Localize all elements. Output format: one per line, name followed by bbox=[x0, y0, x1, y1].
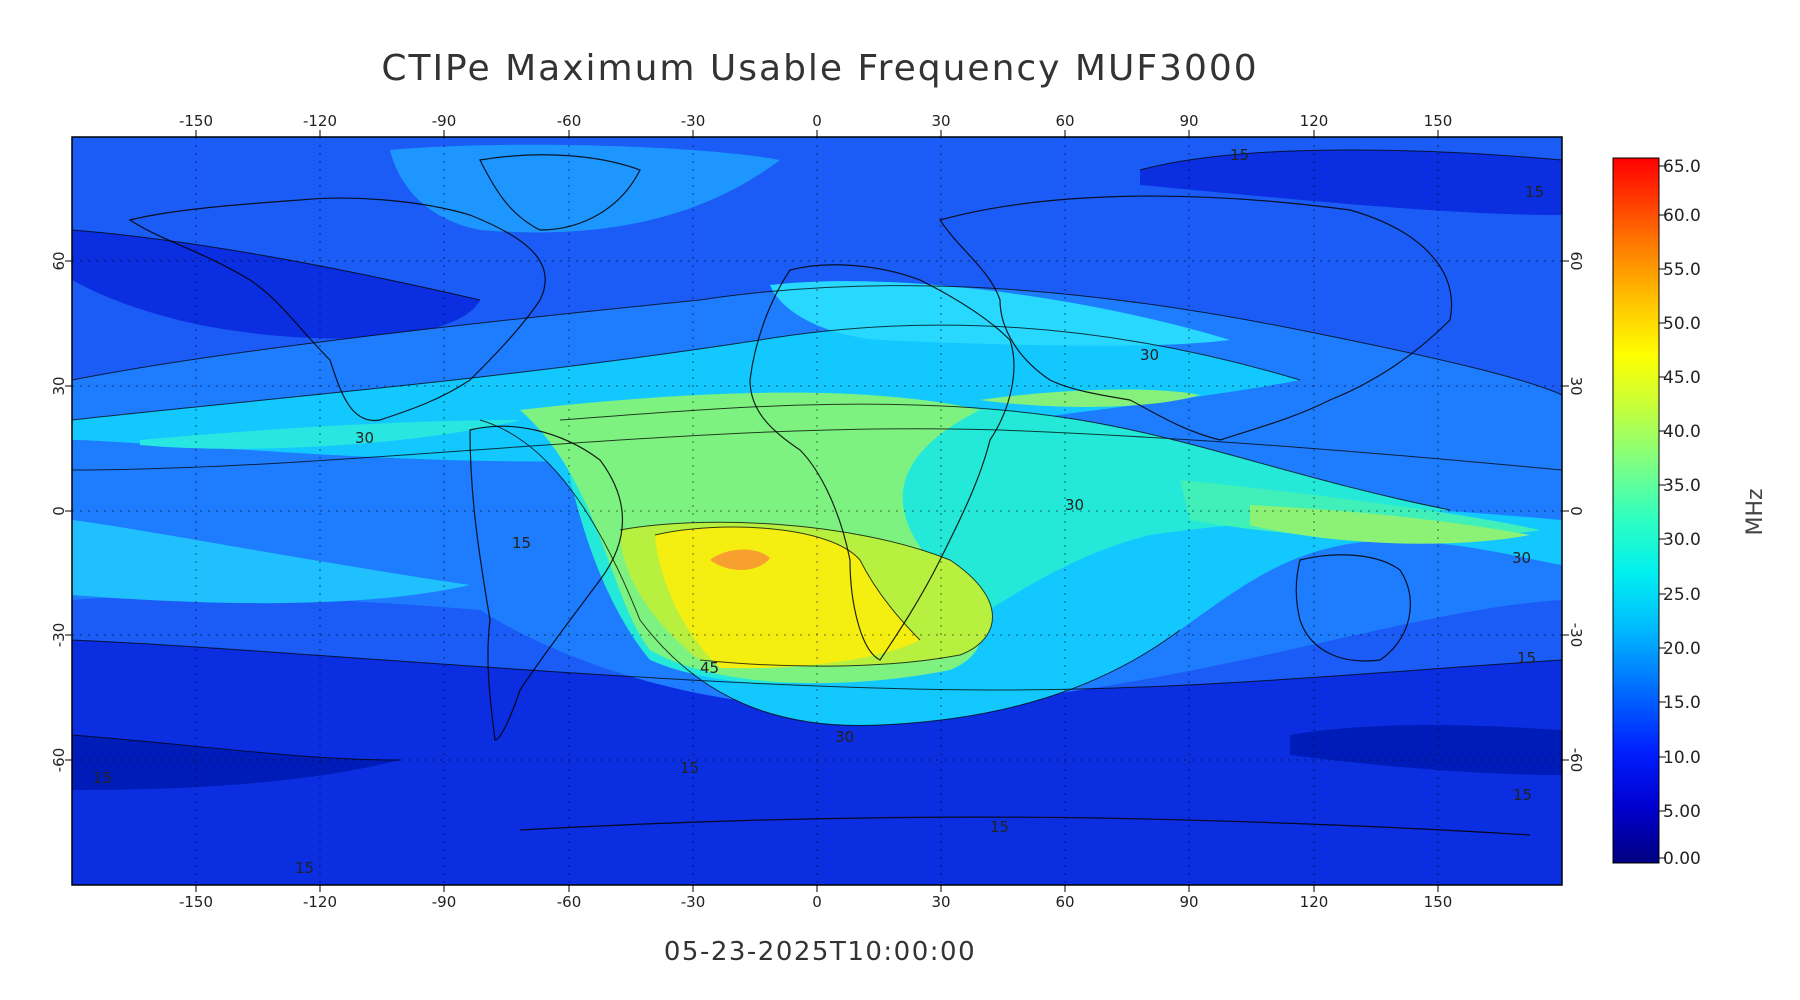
contour-green-band bbox=[1250, 505, 1530, 544]
lon-tick-labels-top: -150 -120 -90 -60 -30 0 30 60 90 120 150 bbox=[179, 112, 1452, 130]
contour-orange-peak bbox=[710, 549, 770, 570]
lon-tick-marks bbox=[195, 130, 1439, 892]
north-america-outline bbox=[128, 197, 546, 421]
greenland-outline bbox=[479, 154, 641, 231]
lon-tick-label: -90 bbox=[432, 893, 457, 911]
contour-mid-band bbox=[390, 144, 780, 233]
colorbar-ticks bbox=[1659, 165, 1666, 859]
lat-tick-label: 0 bbox=[50, 506, 68, 516]
contour-label: 30 bbox=[355, 429, 374, 447]
lon-tick-label: 60 bbox=[1055, 112, 1074, 130]
colorbar-label: 30.0 bbox=[1663, 530, 1701, 550]
contour-dark-band bbox=[72, 230, 480, 339]
contour-label: 15 bbox=[1517, 649, 1536, 667]
lon-tick-labels-bottom: -150 -120 -90 -60 -30 0 30 60 90 120 150 bbox=[179, 893, 1452, 911]
contour-label: 15 bbox=[295, 859, 314, 877]
asia-outline bbox=[939, 195, 1452, 441]
contour-label: 30 bbox=[835, 728, 854, 746]
contour-green-band bbox=[980, 389, 1200, 407]
lon-tick-label: -30 bbox=[681, 893, 706, 911]
lon-tick-label: 90 bbox=[1179, 112, 1198, 130]
contour-label: 15 bbox=[1230, 146, 1249, 164]
lon-tick-label: -30 bbox=[681, 112, 706, 130]
colorbar-label: 45.0 bbox=[1663, 368, 1701, 388]
lat-tick-marks bbox=[65, 260, 1569, 761]
lon-tick-label: 120 bbox=[1300, 893, 1329, 911]
lon-tick-label: -60 bbox=[557, 893, 582, 911]
lon-tick-label: -90 bbox=[432, 112, 457, 130]
contour-label: 15 bbox=[93, 769, 112, 787]
lon-tick-label: 60 bbox=[1055, 893, 1074, 911]
lon-tick-label: 150 bbox=[1424, 893, 1453, 911]
lon-tick-label: 90 bbox=[1179, 893, 1198, 911]
lat-tick-label: 30 bbox=[1567, 376, 1585, 395]
contour-label: 15 bbox=[1525, 183, 1544, 201]
colorbar-unit: MHz bbox=[1743, 488, 1768, 535]
contour-label: 15 bbox=[990, 818, 1009, 836]
lat-tick-label: -30 bbox=[50, 623, 68, 648]
lon-tick-label: 0 bbox=[812, 893, 822, 911]
contour-teal-band bbox=[140, 420, 520, 449]
colorbar-label: 35.0 bbox=[1663, 476, 1701, 496]
colorbar-label: 55.0 bbox=[1663, 260, 1701, 280]
contour-label: 45 bbox=[700, 659, 719, 677]
coastlines bbox=[128, 154, 1531, 836]
lon-tick-label: -150 bbox=[179, 893, 213, 911]
lon-tick-label: 150 bbox=[1424, 112, 1453, 130]
lat-tick-labels-left: 60 30 0 -30 -60 bbox=[50, 251, 68, 772]
lat-tick-label: -30 bbox=[1567, 623, 1585, 648]
contour-cyan-band bbox=[770, 281, 1230, 346]
contour-label: 30 bbox=[1065, 496, 1084, 514]
lat-tick-label: 0 bbox=[1567, 506, 1585, 516]
colorbar-label: 65.0 bbox=[1663, 157, 1701, 177]
lon-tick-label: -120 bbox=[303, 112, 337, 130]
lon-tick-label: 30 bbox=[931, 112, 950, 130]
south-america-outline bbox=[469, 425, 624, 741]
contour-dark-band bbox=[72, 735, 400, 790]
colorbar-label: 40.0 bbox=[1663, 422, 1701, 442]
contour-dark-band bbox=[1290, 725, 1562, 775]
colorbar-label: 25.0 bbox=[1663, 585, 1701, 605]
colorbar: 65.0 60.0 55.0 50.0 45.0 40.0 35.0 30.0 … bbox=[1612, 157, 1768, 869]
europe-africa-outline bbox=[749, 264, 1015, 661]
contour-cyan-band bbox=[72, 520, 470, 604]
colorbar-label: 10.0 bbox=[1663, 748, 1701, 768]
antarctica-outline bbox=[519, 816, 1531, 836]
contour-labels: 15 15 30 30 30 15 45 30 15 15 15 30 15 1… bbox=[93, 146, 1544, 877]
lat-tick-label: -60 bbox=[50, 748, 68, 773]
colorbar-label: 15.0 bbox=[1663, 693, 1701, 713]
lon-tick-label: -60 bbox=[557, 112, 582, 130]
map-title: CTIPe Maximum Usable Frequency MUF3000 bbox=[381, 48, 1259, 89]
contour-label: 30 bbox=[1140, 346, 1159, 364]
colorbar-label: 50.0 bbox=[1663, 314, 1701, 334]
colorbar-label: 20.0 bbox=[1663, 639, 1701, 659]
colorbar-label: 0.00 bbox=[1663, 849, 1701, 869]
lat-tick-label: 30 bbox=[50, 376, 68, 395]
lon-tick-label: 0 bbox=[812, 112, 822, 130]
lon-tick-label: 30 bbox=[931, 893, 950, 911]
contour-lines bbox=[72, 149, 1562, 761]
contour-label: 15 bbox=[512, 534, 531, 552]
contour-label: 15 bbox=[1513, 786, 1532, 804]
contour-label: 15 bbox=[680, 759, 699, 777]
muf-contour-field: 15 15 30 30 30 15 45 30 15 15 15 30 15 1… bbox=[72, 137, 1562, 885]
map-timestamp: 05-23-2025T10:00:00 bbox=[663, 937, 977, 967]
lat-tick-label: -60 bbox=[1567, 748, 1585, 773]
lon-tick-label: 120 bbox=[1300, 112, 1329, 130]
colorbar-label: 60.0 bbox=[1663, 206, 1701, 226]
map-grid bbox=[72, 137, 1562, 885]
colorbar-label: 5.00 bbox=[1663, 802, 1701, 822]
lat-tick-labels-right: 60 30 0 -30 -60 bbox=[1567, 251, 1585, 772]
colorbar-gradient bbox=[1612, 157, 1660, 864]
contour-dark-band bbox=[1140, 150, 1562, 215]
lon-tick-label: -150 bbox=[179, 112, 213, 130]
australia-outline bbox=[1295, 554, 1411, 662]
lat-tick-label: 60 bbox=[1567, 251, 1585, 270]
lon-tick-label: -120 bbox=[303, 893, 337, 911]
contour-label: 30 bbox=[1512, 549, 1531, 567]
lat-tick-label: 60 bbox=[50, 251, 68, 270]
